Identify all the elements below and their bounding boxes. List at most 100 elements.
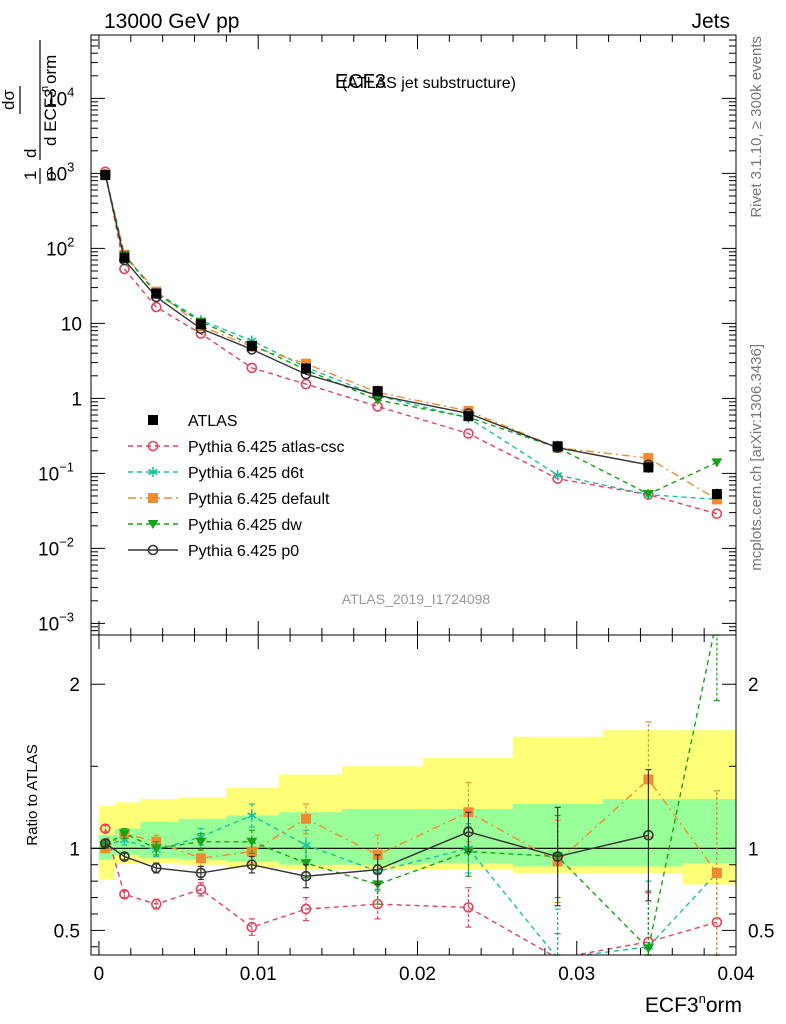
header-energy-label: 13000 GeV pp [104,10,239,33]
ratio-data-point [300,859,312,869]
chart-subtitle: (ATLAS jet substructure) [342,75,516,92]
top-y-tick-label-exp: −2 [59,534,74,549]
legend-label: ATLAS [188,413,238,430]
ratio-y-tick-label-right: 1 [748,839,759,860]
svg-text:σ: σ [41,170,60,181]
legend-label: Pythia 6.425 d6t [188,465,304,482]
top-data-point [552,441,563,452]
ratio-series-line [104,831,649,877]
x-axis-label-sup: n [699,991,706,1006]
top-data-point [150,301,162,313]
x-axis-label-base: ECF3 [645,994,699,1017]
ratio-data-point [195,837,207,847]
top-y-tick-label-exp: −3 [59,609,74,624]
top-y-tick-label-base: 10 [38,464,59,485]
ratio-data-point [119,851,130,862]
ratio-panel-series [99,634,723,956]
ratio-data-point [150,898,162,910]
svg-text:1: 1 [21,171,40,180]
ratio-data-point [195,853,206,864]
ratio-series-line [104,828,718,955]
legend-label: Pythia 6.425 atlas-csc [188,439,345,456]
top-data-point [463,411,474,422]
ratio-data-point [100,838,111,849]
top-y-axis-label: 1 σ d d ECF3 n orm dσ [0,40,60,184]
ratio-panel-frame [90,634,737,956]
ratio-data-point [195,884,207,895]
ratio-data-point [119,888,130,900]
ratio-data-point [150,844,162,854]
top-y-tick-label-base: 10 [61,314,82,335]
top-data-point [711,458,723,468]
top-y-tick-label: 104 [46,84,74,110]
top-y-tick-label-base: 10 [38,614,59,635]
legend-marker [148,493,158,503]
top-y-tick-label-exp: 4 [67,84,74,99]
asterisk-stroke [301,841,311,849]
ratio-data-point [372,898,383,910]
legend-marker [147,520,159,529]
ratio-data-point [246,859,258,871]
top-data-point [463,428,474,439]
top-y-tick-label-exp: 2 [67,234,74,249]
top-y-tick-label: 10 [61,314,82,335]
top-data-point [643,453,654,464]
top-y-tick-label-base: 10 [46,89,67,110]
legend-label: Pythia 6.425 p0 [188,543,299,560]
top-series-line [104,171,718,515]
top-data-point [151,288,162,299]
ratio-data-point [463,826,474,838]
ratio-data-point [643,829,654,841]
chart-title: ECF3 [335,71,386,93]
top-y-tick-label-base: 10 [46,164,67,185]
top-data-point [100,170,111,181]
ratio-data-point [247,810,257,821]
top-data-point [642,490,654,500]
ratio-y-tick-label: 0.5 [54,921,80,942]
legend-marker [147,544,159,556]
legend-marker [148,467,158,477]
legend-label: Pythia 6.425 default [188,491,330,508]
ratio-data-point [372,864,383,875]
ratio-y-tick-label: 2 [69,675,80,696]
mcplots-label: mcplots.cern.ch [arXiv:1306.3436] [748,344,765,571]
ratio-stat-unc-band [682,799,736,864]
svg-text:dσ: dσ [0,90,18,110]
ratio-data-point [642,944,654,954]
asterisk-stroke [247,812,257,819]
top-data-point [643,462,654,473]
x-tick-label: 0.03 [558,964,595,985]
top-data-point [246,362,258,374]
x-tick-label: 0 [94,964,105,985]
ratio-data-point [118,829,130,839]
top-y-tick-label: 103 [46,159,74,185]
x-tick-label: 0.02 [399,964,436,985]
ratio-data-point [100,823,111,834]
ratio-data-point [300,870,312,882]
ratio-data-point [552,851,563,862]
analysis-id-label: ATLAS_2019_I1724098 [342,591,491,607]
top-y-tick-label: 10−3 [38,609,74,635]
ratio-data-point [463,902,474,913]
top-data-point [301,363,311,374]
legend: ATLAS Pythia 6.425 atlas-csc Pythia 6.425 … [128,413,345,560]
ratio-data-point [301,813,311,824]
top-y-tick-label: 1 [71,389,82,410]
top-y-tick-label-exp: 3 [67,159,74,174]
x-axis-label-tail: orm [706,994,742,1017]
top-data-point [300,378,312,390]
ratio-y-tick-label-right: 2 [748,675,759,696]
top-data-point [246,340,257,351]
svg-text:d: d [21,149,40,158]
ratio-y-tick-label: 1 [69,839,80,860]
top-y-tick-label-base: 1 [71,389,82,410]
header-process-label: Jets [691,10,730,33]
svg-text:n: n [39,86,51,92]
x-axis-label: ECF3norm [645,991,742,1017]
top-data-point [195,319,206,330]
ratio-y-axis-label: Ratio to ATLAS [24,744,41,845]
top-data-point [711,494,722,505]
svg-text:orm: orm [41,55,60,84]
